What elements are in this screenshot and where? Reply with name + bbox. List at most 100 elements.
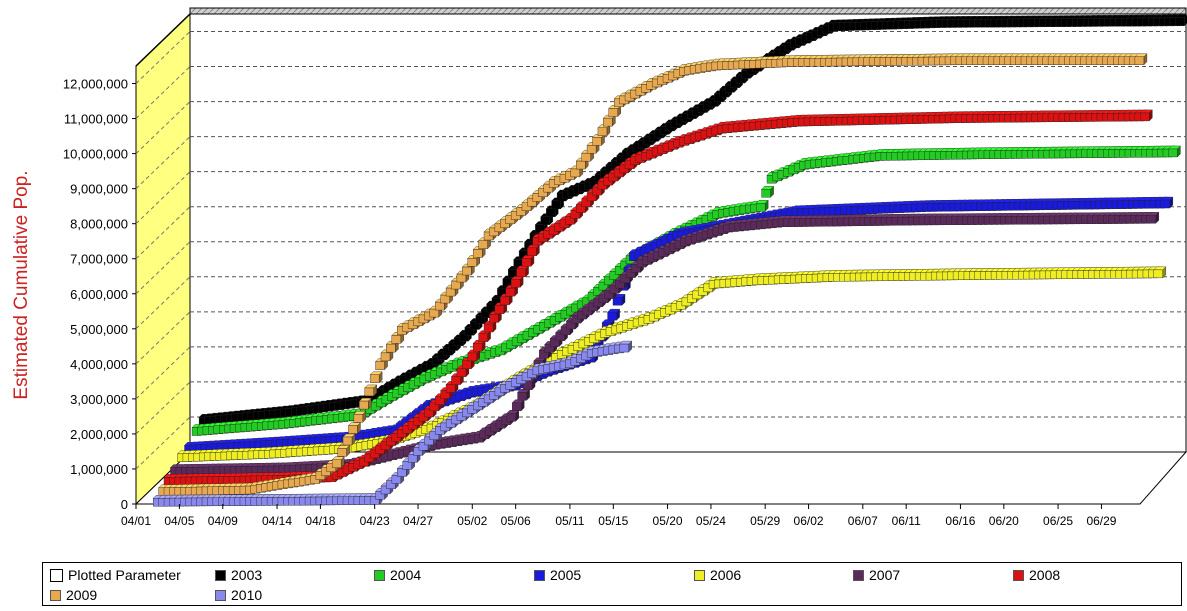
point-2009-42.5 [597, 124, 611, 137]
point-2003-92 [1174, 14, 1187, 27]
legend-item-2009: 2009 [50, 587, 97, 603]
point-2008-34 [510, 275, 524, 288]
legend-item-parameter: Plotted Parameter [50, 567, 181, 583]
legend-swatch-2008 [1013, 569, 1024, 581]
x-tick-label-14: 06/02 [794, 514, 824, 528]
legend-label-2004: 2004 [390, 567, 422, 583]
series-2007 [169, 211, 1160, 477]
point-2009-21.5 [369, 371, 383, 384]
grid-side-2 [135, 381, 191, 435]
x-tick-label-3: 04/14 [262, 514, 292, 528]
y-tick-label-12: 12,000,000 [63, 77, 128, 92]
point-2008-35.5 [526, 244, 540, 257]
y-tick-label-8: 8,000,000 [70, 217, 128, 232]
top-left-edge [135, 13, 191, 67]
y-tick-label-10: 10,000,000 [63, 147, 128, 162]
grid-side-11 [135, 66, 191, 119]
point-2004-92 [1167, 145, 1181, 158]
point-2005-41 [607, 308, 621, 321]
legend-swatch-2009 [50, 589, 61, 601]
point-2006-92 [1153, 266, 1167, 279]
legend: Plotted Parameter 2003 2004 2005 2006 20… [42, 562, 1182, 606]
point-2007-92 [1146, 211, 1160, 224]
point-2008-30 [467, 349, 481, 362]
point-2009-19.5 [347, 422, 361, 435]
y-tick-label-11: 11,000,000 [64, 112, 128, 127]
legend-parameter-label: Plotted Parameter [68, 567, 181, 583]
x-tick-label-6: 04/27 [403, 514, 433, 528]
grid-side-10 [135, 101, 191, 154]
point-2008-35 [521, 254, 535, 267]
legend-item-2006: 2006 [694, 567, 741, 583]
legend-swatch-2010 [215, 589, 226, 601]
x-tick-label-10: 05/15 [598, 514, 628, 528]
legend-label-2003: 2003 [231, 567, 263, 583]
point-2009-42 [592, 133, 605, 146]
legend-label-2005: 2005 [550, 567, 582, 583]
point-2009-21 [364, 384, 378, 397]
grid-side-5 [135, 276, 191, 330]
x-tick-label-11: 05/20 [653, 514, 683, 528]
grid-side-4 [135, 311, 191, 365]
point-2008-92 [1139, 109, 1153, 122]
y-axis-label: Estimated Cumulative Pop. [11, 170, 32, 399]
x-tick-label-0: 04/01 [121, 514, 151, 528]
point-2009-43.5 [608, 105, 622, 117]
grid-side-9 [135, 136, 191, 190]
x-tick-label-18: 06/20 [989, 514, 1019, 528]
legend-label-2007: 2007 [869, 567, 901, 583]
point-2009-92 [1134, 53, 1148, 66]
x-tick-label-1: 04/05 [164, 514, 194, 528]
legend-label-2006: 2006 [710, 567, 742, 583]
point-2007-33.5 [511, 399, 525, 412]
point-2010-45 [619, 340, 633, 353]
grid-side-8 [135, 171, 191, 225]
y-tick-label-0: 0 [121, 497, 128, 512]
point-2009-43 [602, 114, 616, 127]
y-tick-label-5: 5,000,000 [70, 322, 128, 337]
y-tick-label-3: 3,000,000 [70, 392, 128, 407]
legend-swatch-2005 [534, 569, 545, 581]
y-tick-label-4: 4,000,000 [70, 357, 128, 372]
x-tick-label-19: 06/25 [1043, 514, 1073, 528]
point-2008-30.5 [472, 339, 486, 352]
legend-item-2008: 2008 [1013, 567, 1060, 583]
legend-label-2010: 2010 [231, 587, 263, 603]
chart: 0 1,000,000 2,000,000 3,000,000 4,000,000 5,0… [11, 7, 1187, 528]
point-2007-33 [506, 409, 520, 422]
left-wall [135, 12, 191, 506]
legend-swatch-2007 [853, 569, 864, 581]
point-2009-18.5 [337, 444, 351, 457]
x-tick-label-12: 05/24 [696, 514, 726, 528]
legend-swatch-2003 [215, 569, 226, 581]
x-tick-label-4: 04/18 [305, 514, 335, 528]
point-2009-20.5 [358, 397, 372, 410]
x-tick-label-17: 06/16 [945, 514, 975, 528]
legend-item-2003: 2003 [215, 567, 262, 583]
y-tick-label-9: 9,000,000 [70, 182, 128, 197]
point-2008-31 [478, 330, 492, 343]
grid-side-7 [135, 206, 191, 260]
legend-swatch-2006 [694, 569, 705, 581]
point-2008-34.5 [516, 265, 530, 278]
point-2009-19 [342, 433, 356, 446]
y-tick-label-2: 2,000,000 [70, 427, 128, 442]
point-2007-34 [517, 388, 531, 401]
point-2004-54.5 [761, 185, 775, 198]
x-tick-label-13: 05/29 [750, 514, 780, 528]
x-tick-label-15: 06/07 [848, 514, 878, 528]
x-tick-label-7: 05/02 [457, 514, 487, 528]
legend-item-2005: 2005 [534, 567, 581, 583]
point-2009-20 [353, 410, 367, 423]
x-tick-label-5: 04/23 [360, 514, 390, 528]
point-2008-31.5 [483, 320, 497, 333]
point-2005-92 [1160, 196, 1174, 209]
x-tick-label-2: 04/09 [208, 514, 238, 528]
legend-item-2004: 2004 [374, 567, 421, 583]
y-tick-label-6: 6,000,000 [70, 287, 128, 302]
point-2004-54 [755, 199, 769, 212]
grid-side-12 [135, 31, 191, 84]
grid-side-6 [135, 241, 191, 295]
legend-label-2008: 2008 [1029, 567, 1061, 583]
point-2005-41.5 [612, 293, 626, 306]
